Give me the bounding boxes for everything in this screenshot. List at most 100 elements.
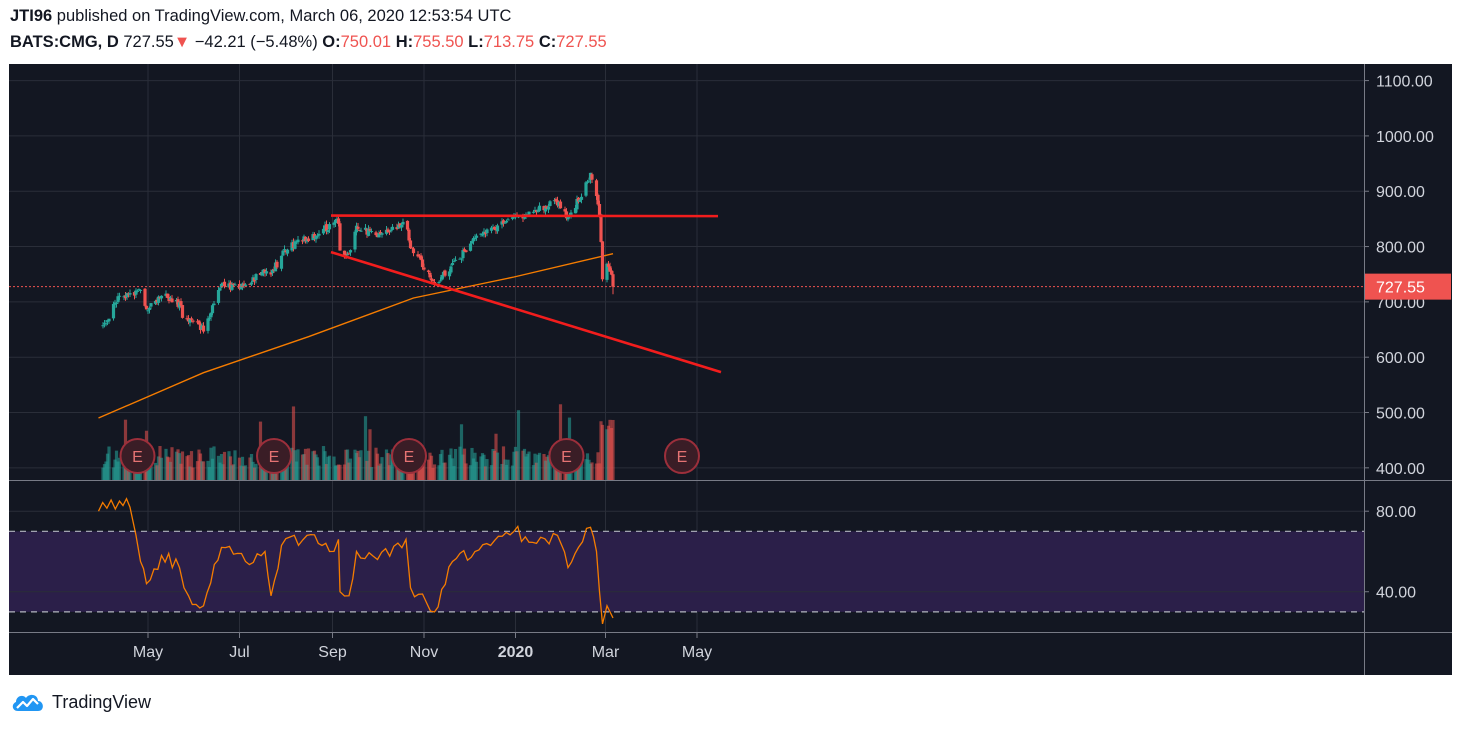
candle-body — [188, 319, 192, 323]
volume-bar — [432, 464, 437, 480]
candle-body — [399, 224, 404, 228]
candle-body — [357, 229, 362, 231]
volume-bar — [189, 451, 194, 480]
candle-body — [165, 293, 170, 298]
candle-body — [471, 238, 476, 242]
volume-bar — [212, 446, 216, 480]
candle-body — [605, 263, 609, 280]
candle-body — [332, 222, 336, 225]
candle-body — [387, 230, 392, 232]
candle-body — [369, 231, 374, 233]
volume-bar — [495, 452, 500, 480]
time-axis-label: Nov — [410, 644, 438, 661]
candle-body — [293, 241, 297, 249]
candle-body — [107, 318, 111, 322]
candle-body — [237, 284, 242, 289]
candle-body — [143, 288, 147, 306]
high-label: H: — [395, 33, 414, 51]
candle-body — [306, 238, 311, 241]
candle-body — [348, 250, 353, 253]
earnings-marker — [548, 438, 585, 474]
candle-body — [501, 220, 506, 224]
candle-body — [606, 264, 611, 267]
candle-body — [431, 279, 435, 282]
volume-bar — [317, 465, 321, 480]
rsi-band — [9, 531, 1364, 612]
tradingview-logo[interactable]: TradingView — [10, 689, 151, 715]
candle-body — [222, 281, 227, 287]
candle-body — [303, 236, 308, 242]
candle-body — [206, 318, 210, 331]
candle-body — [333, 219, 338, 224]
candle-body — [546, 206, 551, 210]
price-axis-label: 500.00 — [1376, 406, 1425, 423]
down-arrow-icon: ▼ — [173, 33, 191, 51]
candle-body — [575, 199, 579, 210]
price-chart[interactable]: E E E E E1100.001000.00900.00800.00700.00600… — [9, 64, 1452, 675]
candle-body — [374, 232, 378, 236]
candle-body — [443, 270, 447, 276]
candle-body — [146, 310, 150, 312]
candle-body — [390, 226, 395, 230]
earnings-marker-label: E — [132, 449, 143, 466]
price-axis-label: 600.00 — [1376, 350, 1425, 367]
rsi-axis-label: 80.00 — [1376, 504, 1416, 521]
candle-body — [609, 270, 614, 275]
candle-body — [411, 248, 416, 254]
chart-area[interactable]: E E E E E 1100.00 1000.00 900.00 800.00 700.00 600… — [9, 64, 1452, 675]
candle-body — [452, 261, 456, 263]
candle-body — [440, 274, 444, 280]
candle-body — [116, 296, 120, 303]
candle-body — [495, 225, 500, 232]
earnings-marker — [119, 438, 156, 474]
volume-bar — [117, 457, 122, 480]
candle-body — [296, 239, 300, 243]
volume-bar — [453, 449, 458, 480]
candle-body — [608, 266, 612, 272]
candle-body — [468, 243, 473, 251]
candle-body — [338, 223, 342, 251]
candle-body — [563, 209, 567, 212]
candle-body — [569, 212, 573, 215]
candle-body — [474, 235, 479, 238]
candle-body — [585, 181, 590, 183]
candle-body — [363, 227, 368, 230]
volume-bar — [429, 455, 434, 480]
candle-body — [485, 229, 489, 234]
candle-body — [428, 272, 432, 278]
candle-body — [504, 221, 509, 223]
volume-bar — [285, 460, 290, 480]
author[interactable]: JTI96 — [10, 7, 53, 25]
volume-bar — [303, 448, 308, 480]
volume-bar — [359, 450, 363, 480]
candle-body — [461, 250, 465, 259]
candle-body — [554, 199, 558, 202]
candle-body — [279, 255, 284, 269]
rsi-axis-label: 40.00 — [1376, 585, 1416, 602]
candle-body — [599, 214, 603, 242]
candle-body — [216, 290, 221, 303]
candle-body — [153, 300, 158, 304]
candle-body — [269, 272, 273, 275]
candle-body — [527, 211, 531, 215]
candle-body — [407, 229, 411, 241]
volume-bar — [327, 455, 332, 480]
volume-bar — [369, 467, 374, 480]
time-axis-label: Jul — [229, 644, 249, 661]
volume-bar — [363, 416, 368, 480]
candle-body — [281, 250, 285, 256]
price-axis-label: 800.00 — [1376, 240, 1425, 257]
candle-body — [327, 224, 332, 230]
candle-body — [179, 301, 183, 306]
candle-body — [260, 272, 264, 276]
low-label: L: — [468, 33, 484, 51]
candle-body — [189, 318, 194, 320]
volume-bar — [422, 453, 426, 480]
volume-bar — [254, 463, 258, 480]
candle-body — [197, 320, 201, 325]
candle-body — [249, 282, 254, 285]
candle-body — [315, 235, 320, 237]
candle-body — [401, 221, 405, 225]
candle-body — [212, 303, 216, 306]
candle-body — [218, 288, 222, 291]
